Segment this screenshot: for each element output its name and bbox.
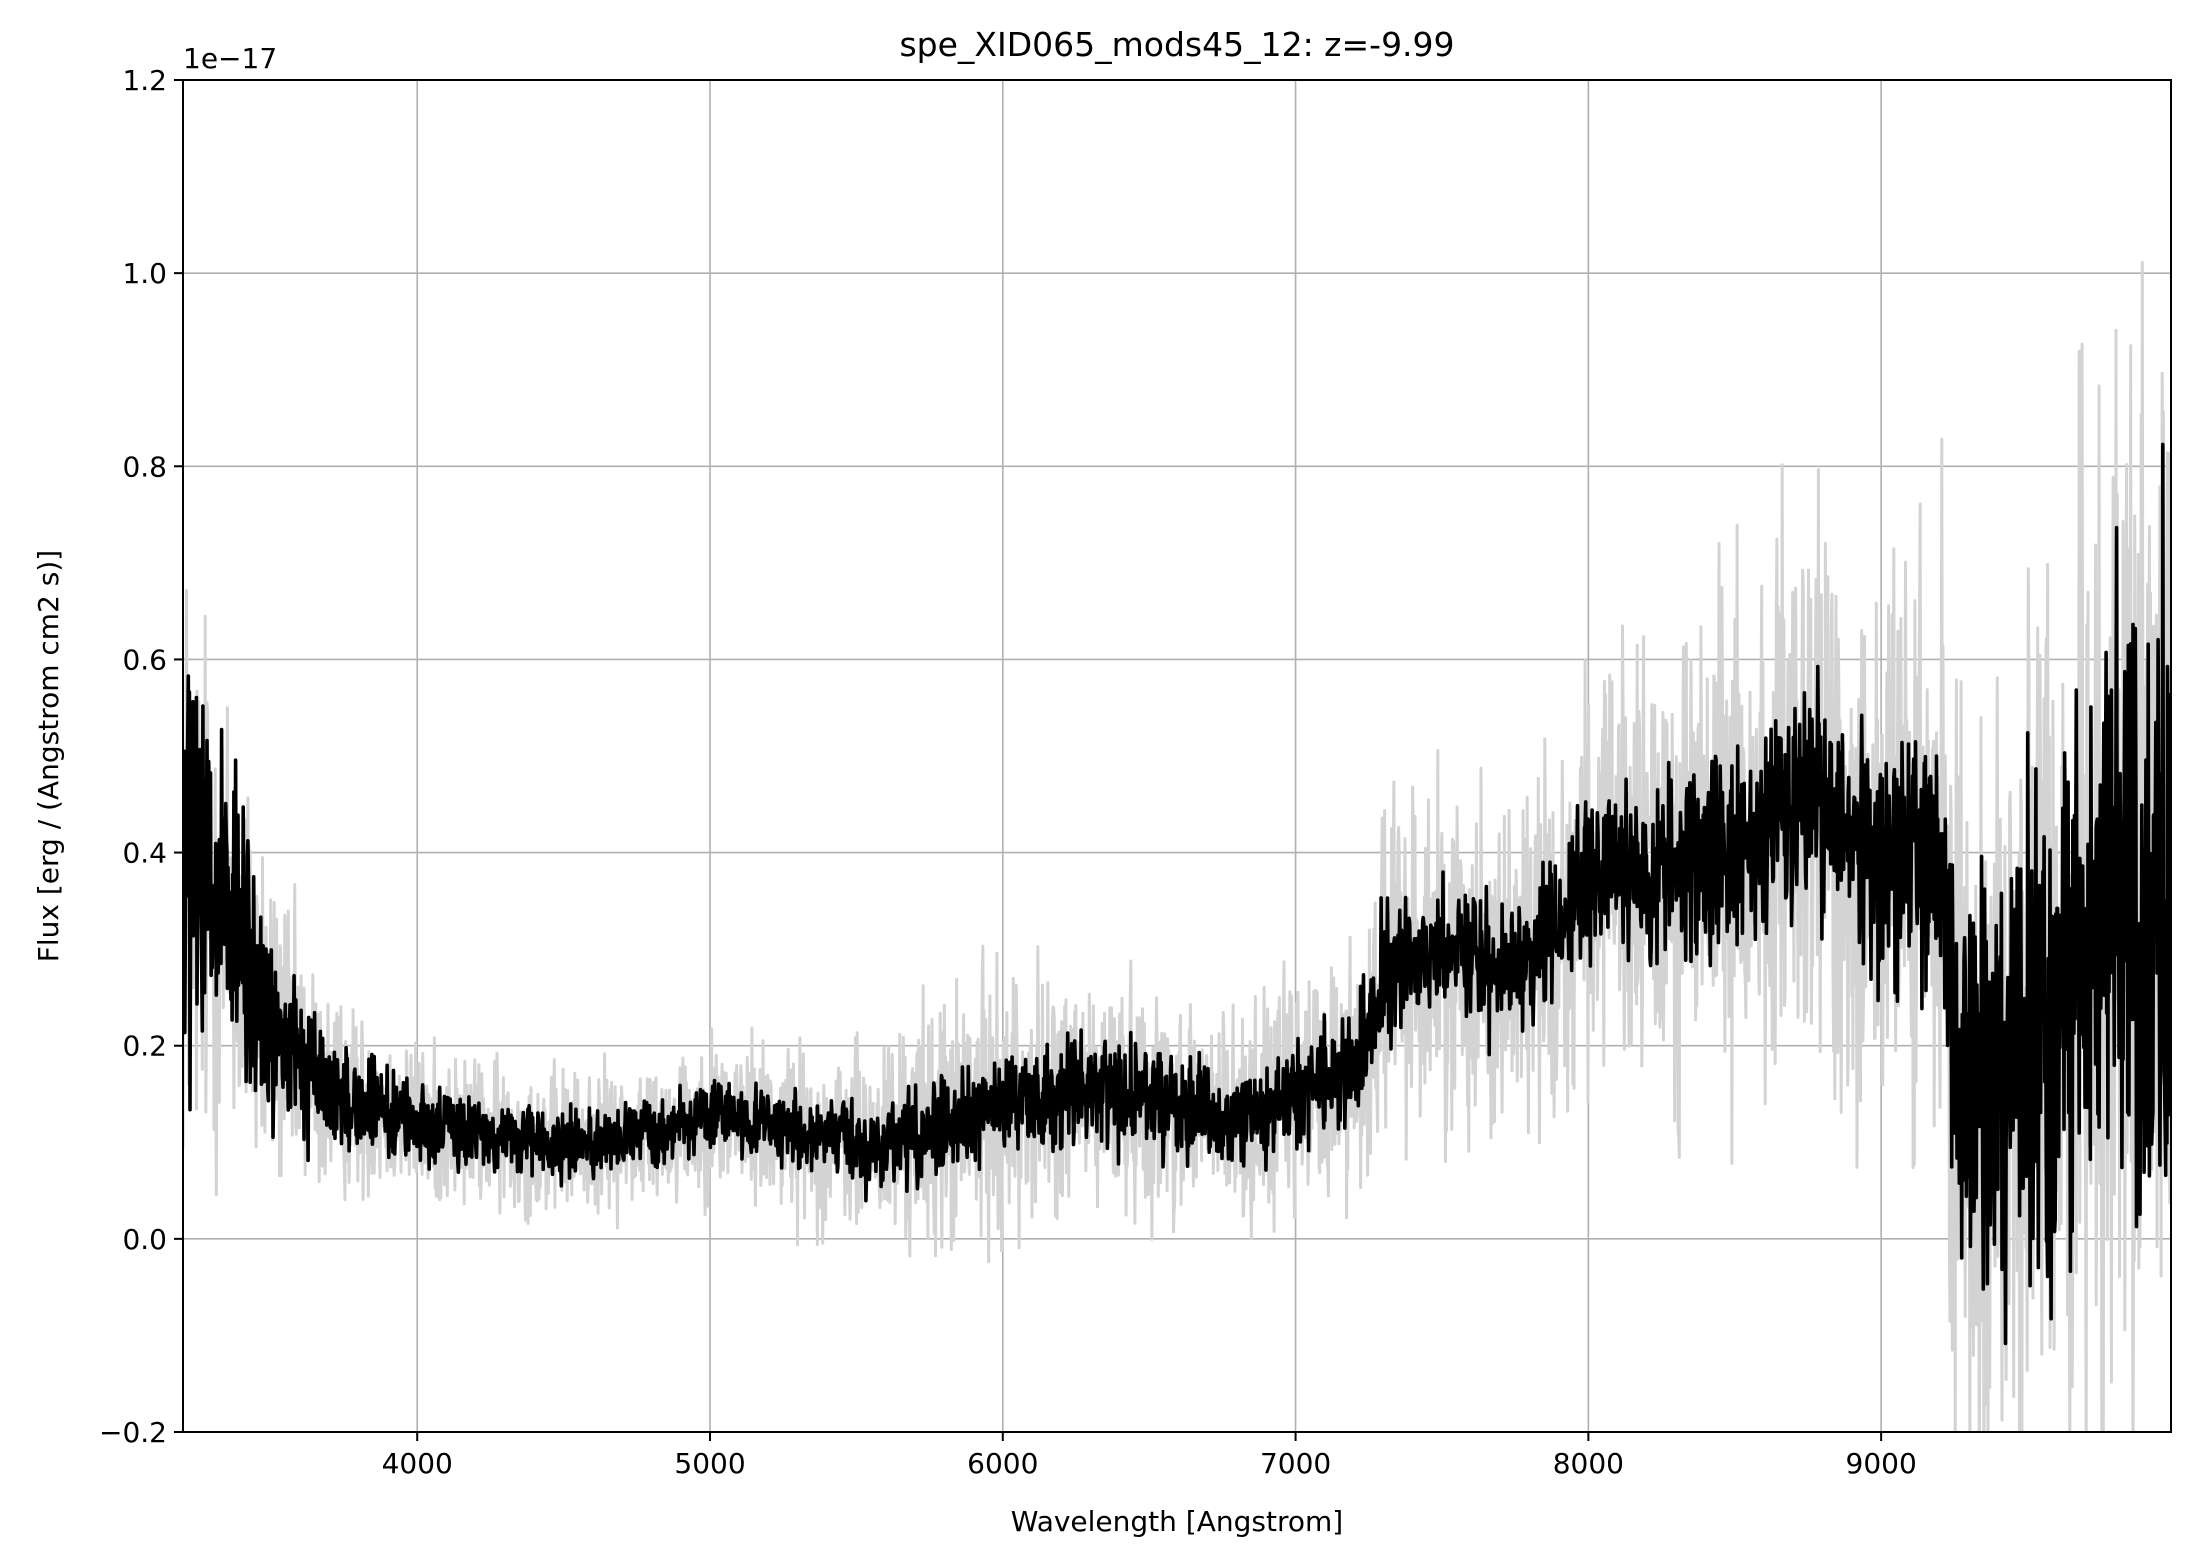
y-tick-label: 0.0	[122, 1223, 167, 1256]
x-tick-label: 4000	[382, 1447, 453, 1480]
y-tick-label: 0.2	[122, 1030, 167, 1063]
y-tick-label: −0.2	[99, 1416, 167, 1449]
series-layer	[183, 260, 2171, 1432]
x-axis: 4000 5000 6000 7000 8000 9000	[382, 1432, 1917, 1480]
y-tick-label: 0.8	[122, 450, 167, 483]
y-axis-label: Flux [erg / (Angstrom cm2 s)]	[32, 550, 65, 962]
y-tick-label: 0.6	[122, 643, 167, 676]
x-tick-label: 7000	[1260, 1447, 1331, 1480]
y-tick-label: 0.4	[122, 837, 167, 870]
x-tick-label: 6000	[967, 1447, 1038, 1480]
y-axis: −0.2 0.0 0.2 0.4 0.6 0.8 1.0 1.2	[99, 64, 183, 1449]
y-tick-label: 1.0	[122, 257, 167, 290]
y-offset-text: 1e−17	[183, 42, 277, 75]
plot-frame	[182, 79, 2172, 1433]
chart-title: spe_XID065_mods45_12: z=-9.99	[899, 25, 1454, 64]
x-tick-label: 5000	[674, 1447, 745, 1480]
x-tick-label: 8000	[1553, 1447, 1624, 1480]
x-tick-label: 9000	[1846, 1447, 1917, 1480]
smoothed-spectrum-line	[183, 442, 2171, 1346]
x-axis-label: Wavelength [Angstrom]	[1011, 1505, 1343, 1538]
y-tick-label: 1.2	[122, 64, 167, 97]
